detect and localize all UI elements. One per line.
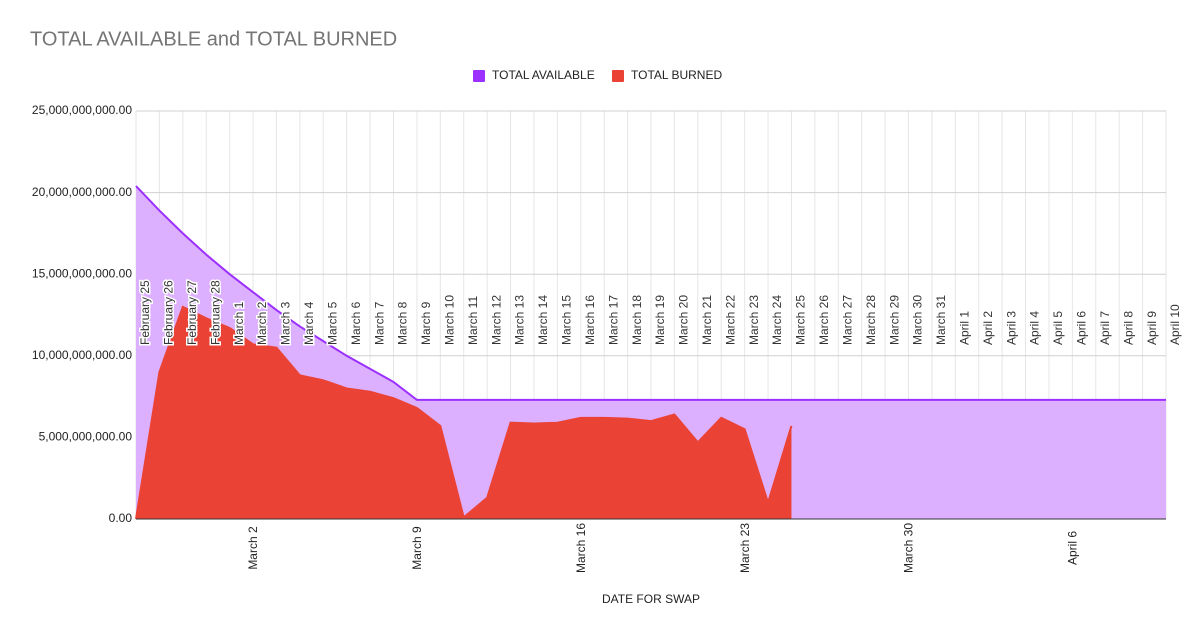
line [135,305,793,520]
chart-title: TOTAL AVAILABLE and TOTAL BURNED [30,28,397,50]
category-label: March 5 [325,301,339,345]
category-label: March 26 [817,295,831,345]
category-label: March 22 [723,295,737,345]
category-label: March 3 [279,301,293,345]
category-label: March 2 [255,301,269,345]
category-label: February 26 [162,280,176,345]
y-tick-label: 0.00 [109,511,133,525]
x-tick-label: March 23 [738,523,752,573]
y-tick-label: 5,000,000,000.00 [39,430,133,444]
x-axis-title: DATE FOR SWAP [602,592,700,606]
category-label: March 9 [419,301,433,345]
category-label: April 2 [981,311,995,345]
category-label: March 17 [606,295,620,345]
category-label: March 10 [442,295,456,345]
category-label: April 1 [957,311,971,345]
x-tick-label: March 30 [902,523,916,573]
category-label: March 11 [466,296,480,345]
category-label: March 6 [349,301,363,345]
category-label: March 24 [770,295,784,345]
y-tick-label: 25,000,000,000.00 [32,103,132,117]
legend-label: TOTAL AVAILABLE [492,68,595,82]
legend-swatch [612,70,624,82]
category-label: March 12 [489,295,503,345]
category-label: March 28 [864,295,878,345]
y-tick-label: 10,000,000,000.00 [32,348,132,362]
category-label: March 19 [653,295,667,345]
category-label: March 23 [747,295,761,345]
legend-label: TOTAL BURNED [631,68,722,82]
category-label: March 27 [840,295,854,345]
category-label: February 25 [138,280,152,345]
x-tick-label: March 9 [410,526,424,570]
category-label: March 1 [232,301,246,345]
category-label: March 29 [887,295,901,345]
category-label: April 8 [1121,311,1135,345]
category-label: April 9 [1145,311,1159,345]
category-label: March 14 [536,295,550,345]
y-tick-label: 20,000,000,000.00 [32,185,132,199]
category-label: March 21 [700,295,714,345]
category-label: April 3 [1004,311,1018,345]
category-label: March 7 [372,301,386,345]
category-label: March 8 [396,301,410,345]
category-label: April 10 [1168,304,1182,345]
category-label: April 7 [1098,311,1112,345]
category-label: March 13 [513,295,527,345]
category-label: March 25 [794,295,808,345]
category-label: April 6 [1075,311,1089,345]
category-label: April 5 [1051,311,1065,345]
category-label: March 15 [560,295,574,345]
category-label: April 4 [1028,311,1042,345]
legend-swatch [473,70,485,82]
x-tick-label: March 2 [246,526,260,570]
category-label: February 28 [208,280,222,345]
category-label: March 16 [583,295,597,345]
category-label: March 18 [630,295,644,345]
category-label: March 31 [934,295,948,345]
category-label: March 4 [302,301,316,345]
y-tick-label: 15,000,000,000.00 [32,266,132,280]
category-label: March 30 [911,295,925,345]
category-label: March 20 [677,295,691,345]
category-label: February 27 [185,280,199,345]
line [135,185,1166,401]
x-tick-label: April 6 [1066,531,1080,565]
area [136,306,792,519]
x-tick-label: March 16 [574,523,588,573]
